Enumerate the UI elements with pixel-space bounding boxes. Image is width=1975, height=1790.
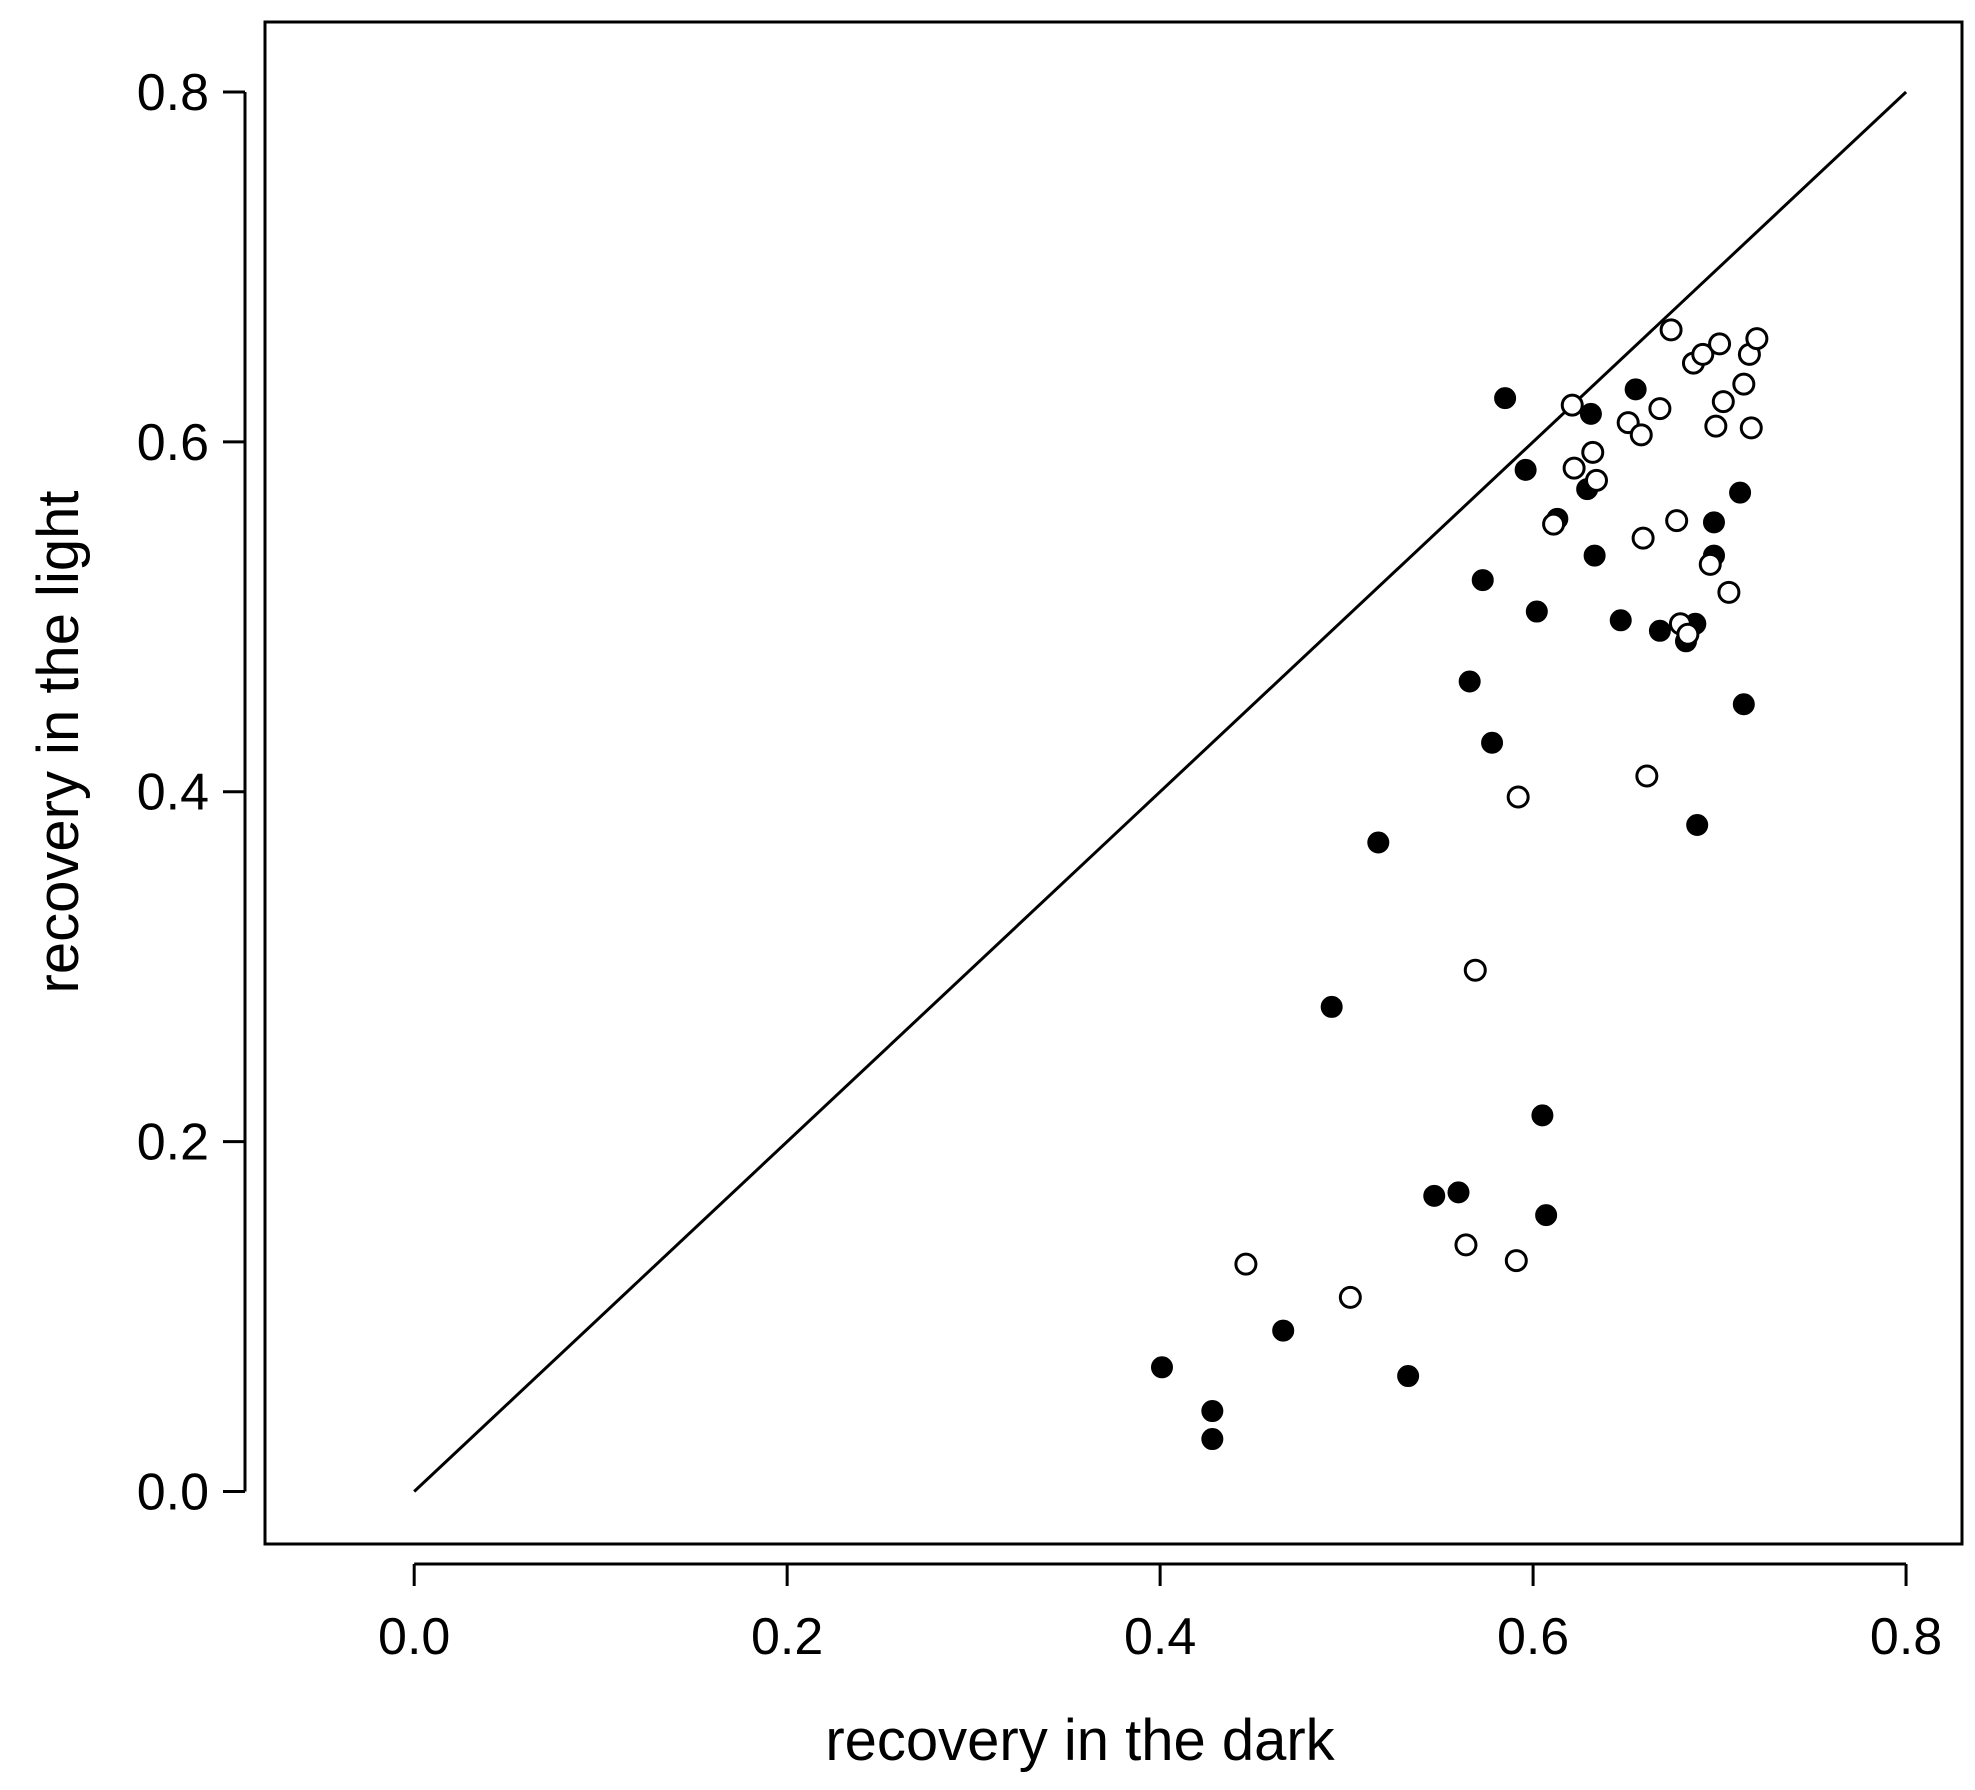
- filled-point: [1397, 1365, 1420, 1388]
- open-point: [1665, 509, 1689, 533]
- filled-point: [1150, 1356, 1173, 1379]
- open-point: [1542, 512, 1566, 536]
- y-tick-label: 0.8: [137, 64, 209, 122]
- filled-point: [1447, 1181, 1470, 1204]
- open-point: [1234, 1252, 1258, 1276]
- open-point: [1708, 332, 1732, 356]
- y-tick-label: 0.2: [137, 1114, 209, 1172]
- y-tick-label: 0.0: [137, 1464, 209, 1522]
- y-tick-label: 0.4: [137, 764, 209, 822]
- filled-point: [1579, 402, 1602, 425]
- open-point: [1648, 397, 1672, 421]
- open-point: [1676, 622, 1700, 646]
- filled-point: [1624, 378, 1647, 401]
- filled-point: [1531, 1104, 1554, 1127]
- open-point: [1711, 390, 1735, 414]
- filled-point: [1702, 511, 1725, 534]
- open-point: [1562, 456, 1586, 480]
- x-tick-label: 0.2: [751, 1608, 823, 1666]
- open-point: [1506, 785, 1530, 809]
- filled-point: [1525, 600, 1548, 623]
- filled-point: [1732, 693, 1755, 716]
- open-point: [1504, 1249, 1528, 1273]
- x-tick-label: 0.4: [1124, 1608, 1196, 1666]
- open-point: [1739, 416, 1763, 440]
- filled-point: [1272, 1319, 1295, 1342]
- open-point: [1635, 764, 1659, 788]
- filled-point: [1201, 1428, 1224, 1451]
- filled-point: [1320, 995, 1343, 1018]
- x-axis: 0.0 0.2 0.4 0.6 0.8: [378, 1562, 1942, 1666]
- open-point: [1454, 1233, 1478, 1257]
- open-point: [1631, 526, 1655, 550]
- open-point: [1691, 342, 1715, 366]
- open-point: [1629, 423, 1653, 447]
- open-point: [1338, 1285, 1362, 1309]
- identity-reference-line: [413, 90, 1908, 1493]
- filled-point: [1609, 609, 1632, 632]
- open-point: [1659, 318, 1683, 342]
- y-tick-label: 0.6: [137, 414, 209, 472]
- y-axis-label: recovery in the light: [26, 491, 91, 994]
- open-point: [1560, 393, 1584, 417]
- x-tick-label: 0.6: [1497, 1608, 1569, 1666]
- plot-frame: [263, 20, 1964, 1546]
- filled-point: [1535, 1204, 1558, 1227]
- filled-point: [1494, 387, 1517, 410]
- x-tick-label: 0.8: [1870, 1608, 1942, 1666]
- filled-point: [1423, 1184, 1446, 1207]
- filled-point: [1514, 458, 1537, 481]
- filled-point: [1583, 544, 1606, 567]
- x-tick-label: 0.0: [378, 1608, 450, 1666]
- filled-point: [1648, 619, 1671, 642]
- filled-point: [1481, 731, 1504, 754]
- filled-point: [1201, 1400, 1224, 1423]
- filled-point: [1686, 813, 1709, 836]
- x-axis-label: recovery in the dark: [825, 1708, 1335, 1773]
- open-point: [1698, 552, 1722, 576]
- y-axis: 0.0 0.2 0.4 0.6 0.8: [137, 64, 247, 1522]
- data-points: [1150, 318, 1769, 1451]
- open-point: [1732, 372, 1756, 396]
- open-point: [1463, 958, 1487, 982]
- filled-point: [1458, 670, 1481, 693]
- open-point: [1581, 440, 1605, 464]
- open-point: [1704, 414, 1728, 438]
- open-point: [1745, 327, 1769, 351]
- filled-point: [1367, 831, 1390, 854]
- filled-point: [1471, 569, 1494, 592]
- filled-point: [1729, 481, 1752, 504]
- open-point: [1717, 580, 1741, 604]
- open-point: [1584, 468, 1608, 492]
